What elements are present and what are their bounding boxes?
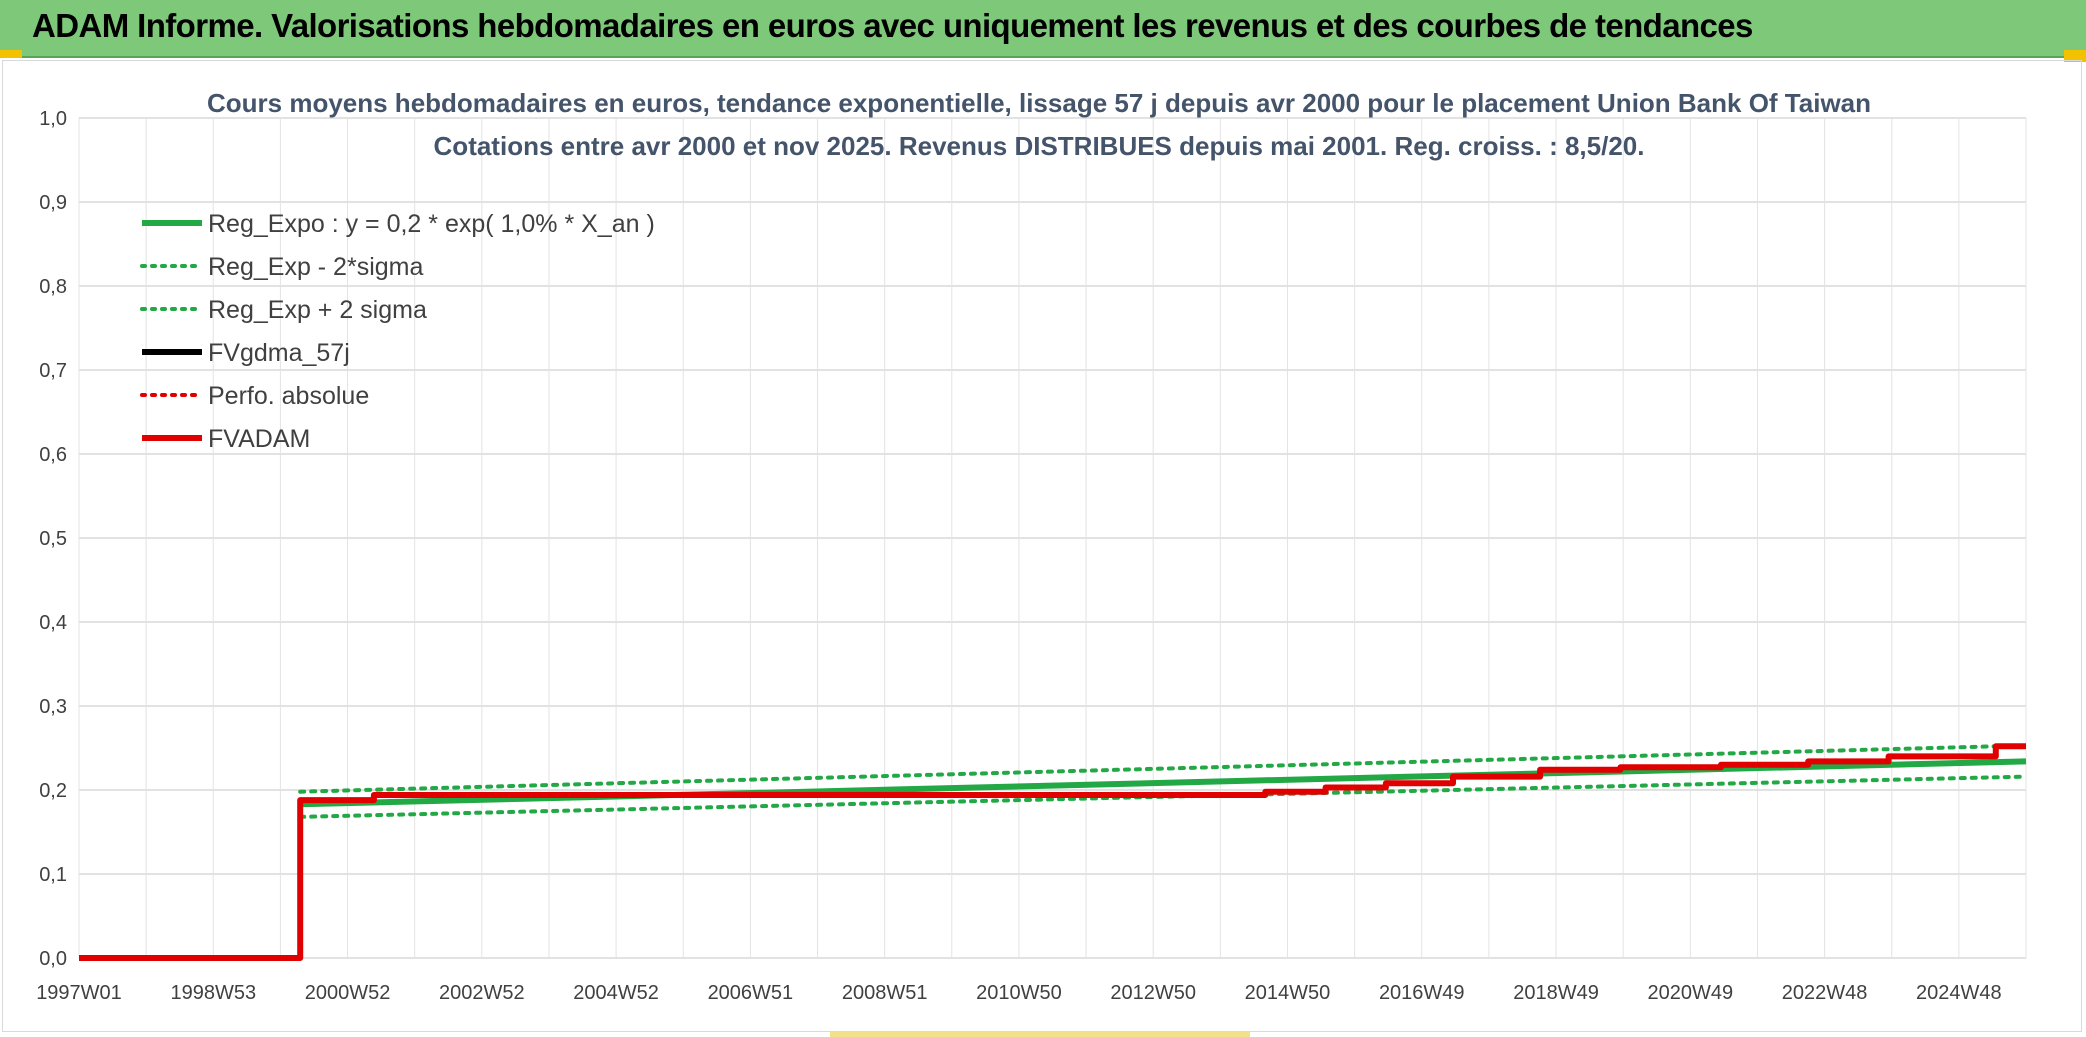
x-tick-label: 2014W50 bbox=[1245, 982, 1331, 1004]
bottom-accent bbox=[830, 1032, 1250, 1037]
legend-label: Perfo. absolue bbox=[208, 382, 369, 410]
y-tick-label: 0,7 bbox=[39, 360, 67, 382]
y-tick-label: 0,0 bbox=[39, 948, 67, 970]
report-title: ADAM Informe. Valorisations hebdomadaire… bbox=[32, 7, 1753, 44]
banner-accent-right bbox=[2064, 50, 2086, 62]
x-tick-label: 1997W01 bbox=[36, 982, 122, 1004]
x-tick-label: 2008W51 bbox=[842, 982, 928, 1004]
x-tick-label: 2018W49 bbox=[1513, 982, 1599, 1004]
axis-ticks: 0,0 0,1 0,2 0,3 0,4 0,5 0,6 0,7 0,8 0,9 1,0 1997W01… bbox=[36, 108, 2001, 1004]
y-tick-label: 1,0 bbox=[39, 108, 67, 130]
y-tick-label: 0,8 bbox=[39, 276, 67, 298]
banner-accent-left bbox=[0, 50, 22, 58]
x-tick-label: 1998W53 bbox=[170, 982, 256, 1004]
series-line bbox=[79, 743, 2026, 961]
y-tick-label: 0,2 bbox=[39, 780, 67, 802]
legend-label: Reg_Expo : y = 0,2 * exp( 1,0% * X_an ) bbox=[208, 210, 655, 238]
y-tick-label: 0,4 bbox=[39, 612, 67, 634]
x-tick-label: 2012W50 bbox=[1110, 982, 1196, 1004]
chart-subtitle: Cotations entre avr 2000 et nov 2025. Re… bbox=[434, 131, 1645, 161]
legend-label: Reg_Exp + 2 sigma bbox=[208, 296, 427, 324]
legend-label: FVADAM bbox=[208, 425, 310, 453]
x-tick-label: 2004W52 bbox=[573, 982, 659, 1004]
series-group bbox=[79, 743, 2028, 961]
y-tick-label: 0,3 bbox=[39, 696, 67, 718]
chart-title: Cours moyens hebdomadaires en euros, ten… bbox=[207, 88, 1871, 118]
y-tick-label: 0,6 bbox=[39, 444, 67, 466]
x-tick-label: 2000W52 bbox=[305, 982, 391, 1004]
chart-frame bbox=[2, 60, 2082, 1032]
x-tick-label: 2016W49 bbox=[1379, 982, 1465, 1004]
x-tick-label: 2010W50 bbox=[976, 982, 1062, 1004]
series-line bbox=[298, 743, 2028, 794]
report-header-banner: ADAM Informe. Valorisations hebdomadaire… bbox=[0, 0, 2086, 58]
x-tick-label: 2022W48 bbox=[1782, 982, 1868, 1004]
chart-legend: Reg_Expo : y = 0,2 * exp( 1,0% * X_an ) R… bbox=[140, 210, 655, 453]
x-tick-label: 2024W48 bbox=[1916, 982, 2002, 1004]
x-tick-label: 2006W51 bbox=[708, 982, 794, 1004]
grid-lines bbox=[78, 117, 2027, 959]
legend-label: FVgdma_57j bbox=[208, 339, 350, 367]
y-tick-label: 0,1 bbox=[39, 864, 67, 886]
y-tick-label: 0,5 bbox=[39, 528, 67, 550]
y-tick-label: 0,9 bbox=[39, 192, 67, 214]
legend-label: Reg_Exp - 2*sigma bbox=[208, 253, 423, 281]
x-tick-label: 2020W49 bbox=[1647, 982, 1733, 1004]
x-tick-label: 2002W52 bbox=[439, 982, 525, 1004]
